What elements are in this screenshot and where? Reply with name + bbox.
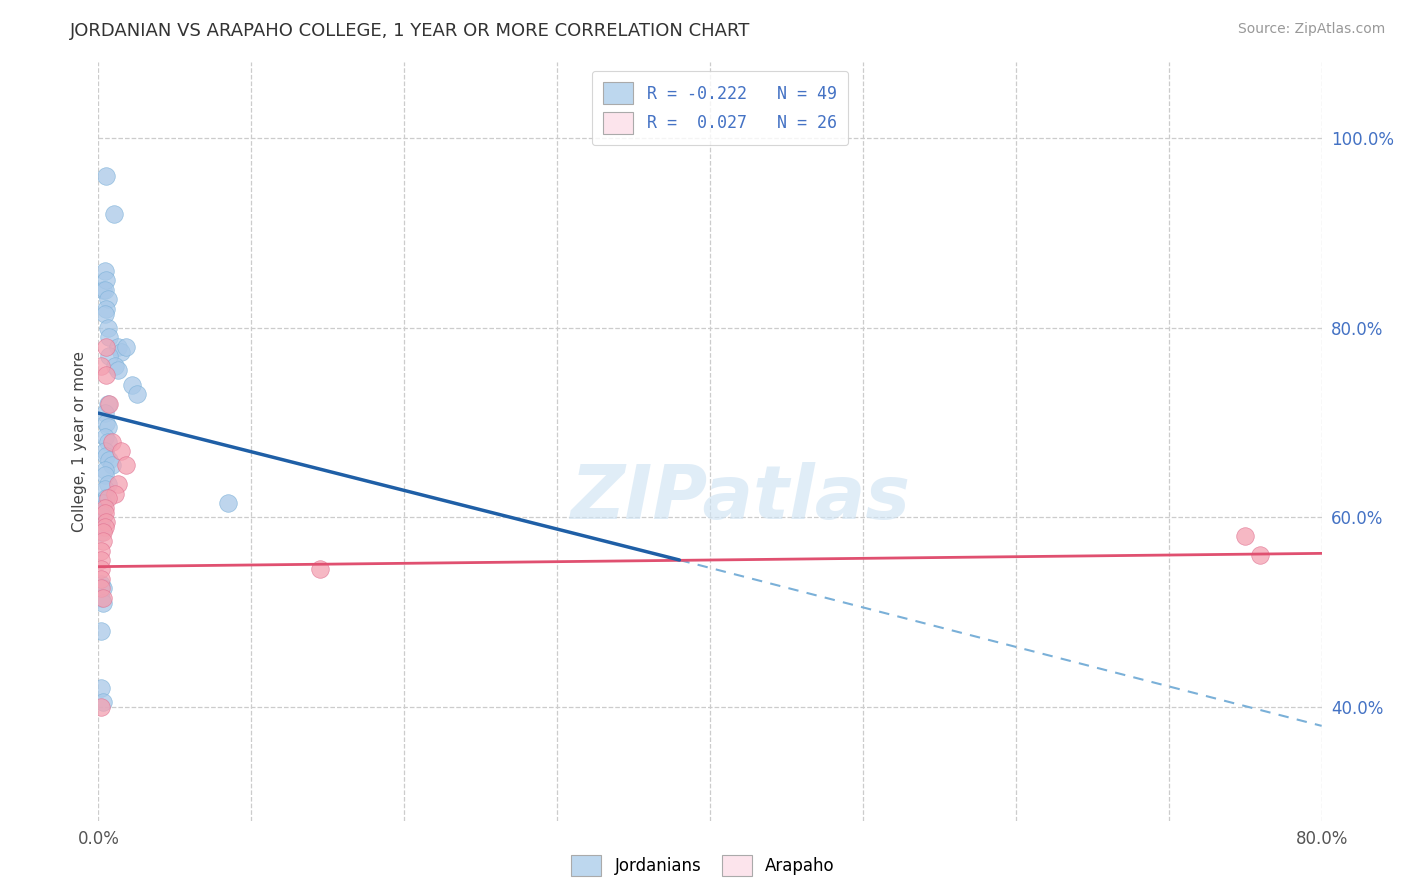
Point [93,283,115,297]
Point [93,500,115,515]
Point [91,524,114,539]
Point [115,458,138,473]
Point [90,553,112,567]
Point [98,397,121,411]
Point [115,340,138,354]
Point [90,543,112,558]
Point [90,359,112,373]
Point [90,524,112,539]
Point [93,520,115,534]
Point [91,582,114,596]
Point [107,477,129,491]
Point [104,359,127,373]
Point [90,591,112,605]
Point [125,387,148,401]
Point [1234,529,1257,543]
Point [98,453,121,467]
Point [93,264,115,278]
Point [94,301,117,316]
Point [217,496,239,510]
Point [90,681,112,695]
Point [97,420,120,434]
Point [97,321,120,335]
Point [91,591,114,605]
Point [121,377,143,392]
Point [101,434,124,449]
Point [91,510,114,524]
Point [107,340,129,354]
Point [93,444,115,458]
Point [90,700,112,714]
Point [110,444,132,458]
Point [94,368,117,383]
Point [97,397,120,411]
Point [94,491,117,506]
Point [103,207,125,221]
Legend: R = -0.222   N = 49, R =  0.027   N = 26: R = -0.222 N = 49, R = 0.027 N = 26 [592,70,848,145]
Point [91,596,114,610]
Point [110,344,132,359]
Point [94,340,117,354]
Point [90,520,112,534]
Point [97,434,120,449]
Point [90,515,112,529]
Point [107,363,129,377]
Point [97,491,120,506]
Point [93,467,115,482]
Point [1249,548,1271,563]
Point [98,349,121,363]
Y-axis label: College, 1 year or more: College, 1 year or more [72,351,87,532]
Text: ZIPatlas: ZIPatlas [571,462,911,535]
Point [97,477,120,491]
Point [94,416,117,430]
Point [90,582,112,596]
Point [93,307,115,321]
Point [94,169,117,184]
Point [91,283,114,297]
Point [104,486,127,500]
Point [94,449,117,463]
Point [90,562,112,576]
Point [90,576,112,591]
Point [101,458,124,473]
Point [93,506,115,520]
Point [98,330,121,344]
Point [94,273,117,287]
Point [94,515,117,529]
Point [97,293,120,307]
Point [91,695,114,709]
Point [91,496,114,510]
Point [93,482,115,496]
Point [93,406,115,420]
Point [93,463,115,477]
Point [309,562,332,576]
Point [91,500,114,515]
Point [90,572,112,586]
Text: JORDANIAN VS ARAPAHO COLLEGE, 1 YEAR OR MORE CORRELATION CHART: JORDANIAN VS ARAPAHO COLLEGE, 1 YEAR OR … [70,22,751,40]
Legend: Jordanians, Arapaho: Jordanians, Arapaho [565,848,841,882]
Point [93,430,115,444]
Point [90,624,112,639]
Text: Source: ZipAtlas.com: Source: ZipAtlas.com [1237,22,1385,37]
Point [91,534,114,549]
Point [90,506,112,520]
